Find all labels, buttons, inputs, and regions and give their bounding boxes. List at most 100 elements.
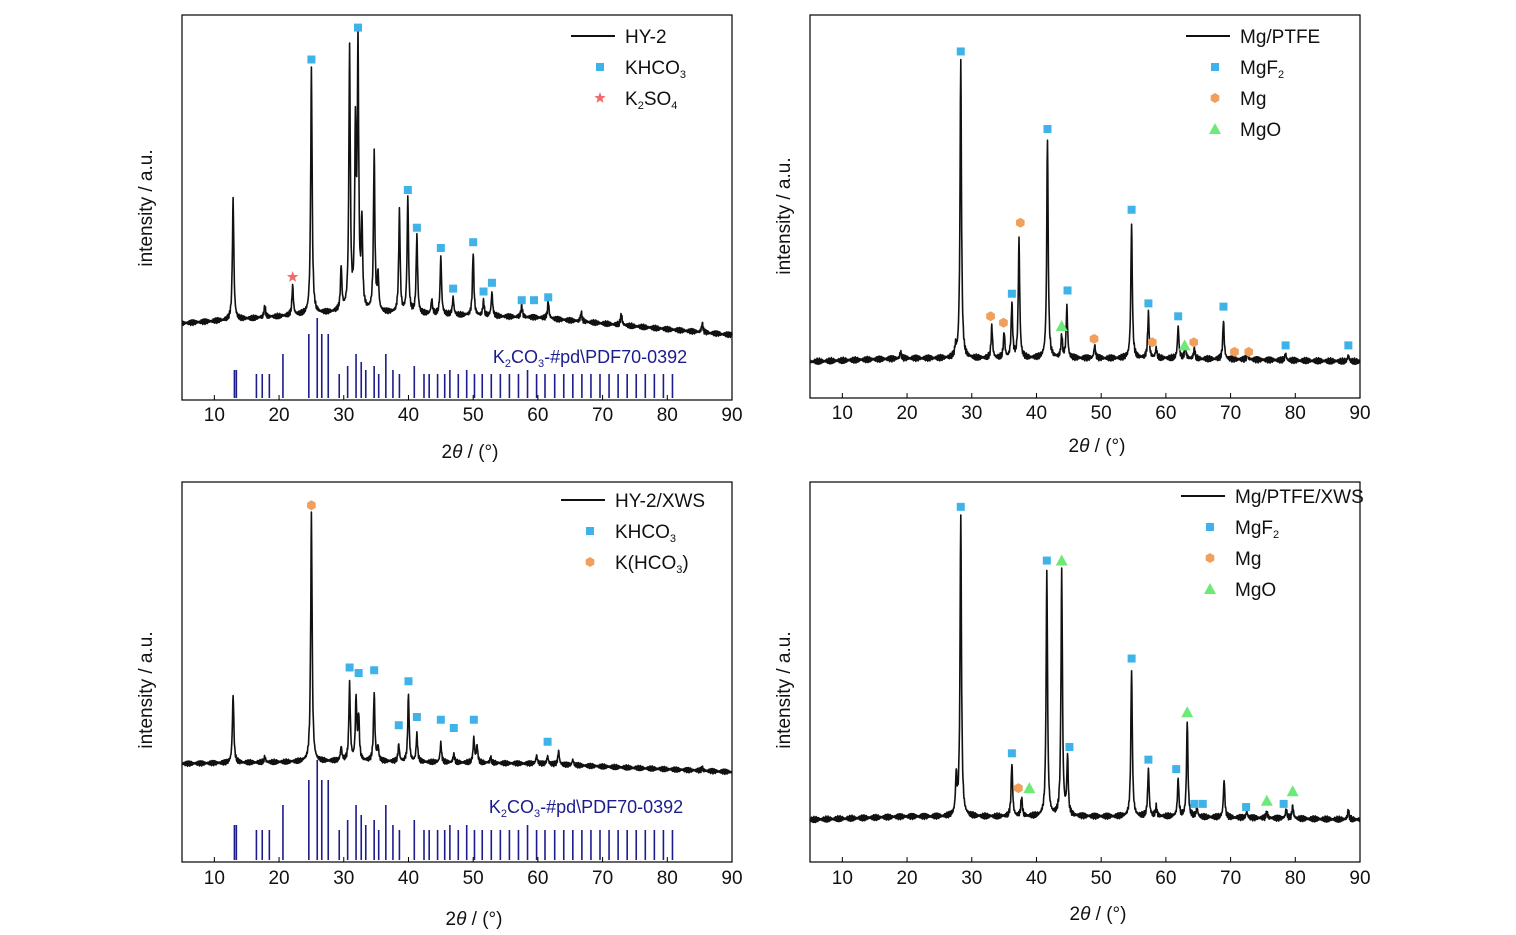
- phase-marker-triangle: [1286, 785, 1299, 797]
- phase-marker-square: [544, 293, 553, 302]
- phase-marker-square: [1279, 799, 1288, 808]
- legend-entry-sub: 3: [680, 69, 686, 81]
- legend-entry-sub: 2: [1273, 529, 1279, 541]
- x-tick-label: 10: [832, 403, 853, 424]
- phase-marker-square: [354, 669, 363, 677]
- legend-entry-text: SO: [644, 89, 671, 110]
- x-tick-label: 30: [961, 403, 982, 424]
- x-axis-label-suffix: / (°): [1090, 904, 1126, 925]
- legend-entry: HY-2: [625, 27, 667, 48]
- x-tick-label: 10: [832, 868, 853, 889]
- phase-marker-square: [1063, 286, 1072, 295]
- phase-marker-square: [517, 296, 526, 305]
- y-axis-label: intensity / a.u.: [136, 149, 157, 266]
- legend-entry: HY-2/XWS: [615, 491, 705, 512]
- phase-marker-hex: [307, 500, 316, 511]
- xrd-curve-hy2xws: [181, 511, 733, 776]
- x-tick-label: 60: [1155, 868, 1176, 889]
- x-axis-label-theta: θ: [452, 442, 463, 463]
- legend-marker-square: [1211, 63, 1219, 71]
- phase-marker-square: [307, 55, 316, 64]
- x-axis-label-prefix: 2: [1069, 436, 1080, 457]
- x-tick-label: 50: [463, 405, 484, 426]
- phase-marker-hex: [999, 317, 1008, 328]
- legend-entry: K(HCO3): [615, 553, 689, 576]
- x-tick-label: 40: [398, 405, 419, 426]
- reference-label-part: -#pd\PDF70-0392: [544, 347, 687, 367]
- x-tick-label: 80: [1285, 868, 1306, 889]
- legend-entry-text: HY-2: [625, 27, 667, 48]
- y-axis-label: intensity / a.u.: [136, 631, 157, 748]
- legend-entry-text: KHCO: [615, 522, 670, 543]
- legend-marker-square: [1206, 523, 1214, 531]
- legend-entry-sub: 2: [1278, 69, 1284, 81]
- legend-entry: KHCO3: [615, 522, 676, 545]
- phase-marker-hex: [1014, 783, 1023, 794]
- legend-entry-text: Mg: [1240, 89, 1266, 110]
- phase-marker-hex: [1244, 346, 1253, 357]
- phase-marker-star: [286, 271, 299, 282]
- phase-marker-square: [1219, 302, 1228, 311]
- phase-marker-square: [1242, 803, 1251, 812]
- x-tick-label: 70: [592, 868, 613, 889]
- phase-marker-square: [370, 666, 379, 675]
- x-axis-label-prefix: 2: [442, 442, 453, 463]
- x-tick-label: 80: [657, 405, 678, 426]
- x-tick-label: 20: [896, 868, 917, 889]
- phase-marker-square: [469, 238, 478, 247]
- phase-marker-square: [449, 284, 458, 293]
- reference-label-sub: 3: [538, 358, 544, 370]
- phase-marker-hex: [1230, 346, 1239, 357]
- phase-marker-square: [487, 278, 496, 287]
- reference-label-sub: 2: [501, 808, 507, 820]
- legend-entry: MgO: [1235, 580, 1276, 601]
- phase-marker-square: [1043, 124, 1052, 133]
- phase-marker-square: [1190, 799, 1199, 808]
- x-axis-label: 2θ / (°): [442, 442, 499, 463]
- phase-marker-triangle: [1260, 794, 1273, 806]
- phase-marker-hex: [986, 311, 995, 322]
- x-tick-label: 20: [896, 403, 917, 424]
- legend-entry-text: Mg/PTFE: [1240, 27, 1320, 48]
- phase-marker-square: [394, 721, 403, 730]
- legend-marker-hex: [1210, 93, 1220, 103]
- phase-marker-square: [354, 23, 362, 32]
- x-axis-label-theta: θ: [456, 909, 467, 930]
- reference-label-part: K: [493, 347, 505, 367]
- phase-marker-square: [1065, 743, 1074, 751]
- legend-marker-triangle: [1204, 583, 1216, 594]
- x-tick-label: 80: [657, 868, 678, 889]
- legend-marker-star: [594, 92, 606, 103]
- x-tick-label: 70: [1220, 403, 1241, 424]
- x-axis-label-suffix: / (°): [462, 442, 498, 463]
- x-tick-label: 70: [592, 405, 613, 426]
- phase-marker-square: [1127, 654, 1136, 663]
- phase-marker-square: [543, 737, 552, 746]
- x-tick-label: 90: [721, 405, 742, 426]
- legend-entry: MgO: [1240, 120, 1281, 141]
- phase-marker-square: [1007, 289, 1016, 298]
- legend-entry: K2SO4: [625, 89, 677, 112]
- legend-entry-text: K: [625, 89, 638, 110]
- x-tick-label: 40: [398, 868, 419, 889]
- legend: HY-2/XWS KHCO3 K(HCO3): [561, 491, 705, 576]
- x-axis-label: 2θ / (°): [1069, 436, 1126, 457]
- reference-label-part: K: [489, 797, 501, 817]
- x-tick-label: 30: [961, 868, 982, 889]
- legend-marker-hex: [1205, 553, 1215, 563]
- phase-marker-triangle: [1055, 320, 1068, 332]
- phase-marker-square: [956, 502, 965, 511]
- plot-frame: [181, 481, 733, 863]
- phase-marker-square: [1144, 755, 1153, 764]
- legend-entry-sub: 2: [638, 100, 644, 112]
- x-tick-label: 40: [1026, 868, 1047, 889]
- phase-marker-square: [956, 47, 965, 56]
- legend-entry-text: Mg/PTFE/XWS: [1235, 487, 1364, 508]
- phase-marker-square: [1198, 799, 1207, 808]
- legend-entry-text: MgO: [1240, 120, 1281, 141]
- phase-marker-square: [436, 715, 445, 724]
- legend-entry-text: MgO: [1235, 580, 1276, 601]
